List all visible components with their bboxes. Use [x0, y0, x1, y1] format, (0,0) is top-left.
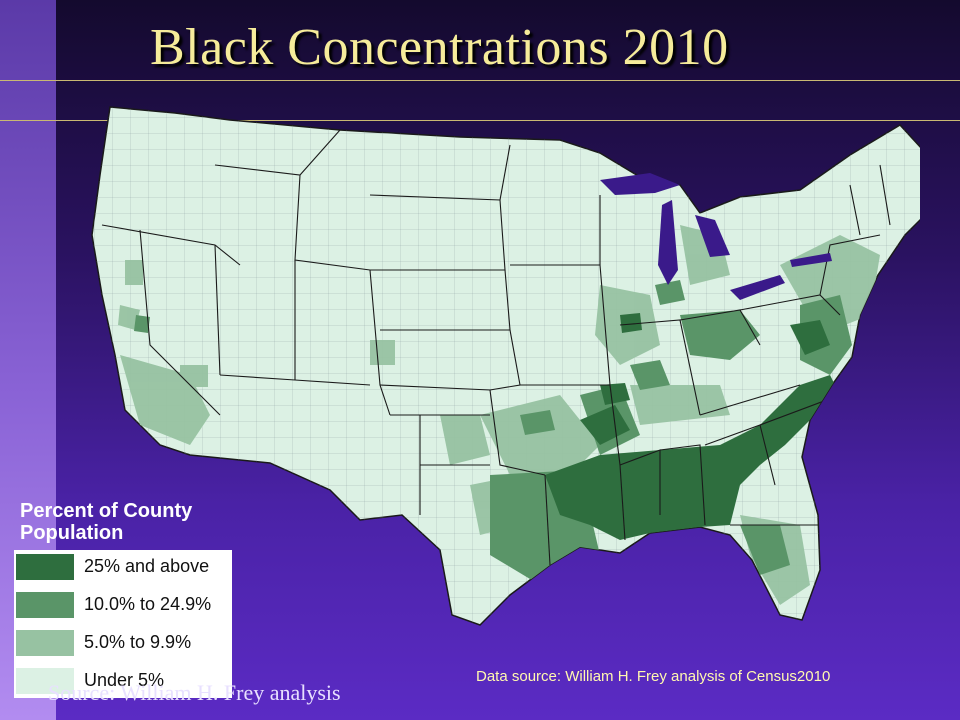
legend-swatch: [16, 630, 74, 656]
legend-item: Under 5%: [16, 666, 230, 696]
legend-label: Under 5%: [84, 670, 165, 690]
legend-swatch: [16, 554, 74, 580]
us-county-map: [91, 106, 920, 626]
great-lakes: [600, 173, 832, 300]
legend-label: 5.0% to 9.9%: [84, 632, 192, 652]
title-rule-bottom: [0, 120, 960, 121]
band-25-and-above: [545, 313, 840, 540]
source-note: Source: William H. Frey analysis: [48, 680, 341, 705]
data-source-note: Data source: William H. Frey analysis of…: [476, 668, 831, 685]
legend-title: Percent of County Population: [20, 500, 193, 544]
slide-title: Black Concentrations 2010: [150, 19, 729, 76]
legend: 25% and above 10.0% to 24.9% 5.0% to 9.9…: [14, 550, 232, 698]
legend-label: 25% and above: [84, 556, 210, 576]
legend-label: 10.0% to 24.9%: [84, 594, 212, 614]
legend-item: 25% and above: [16, 552, 230, 582]
legend-swatch: [16, 668, 74, 694]
state-borders: [101, 129, 891, 566]
legend-swatch: [16, 592, 74, 618]
title-rule-top: [0, 80, 960, 81]
legend-item: 10.0% to 24.9%: [16, 590, 230, 620]
legend-item: 5.0% to 9.9%: [16, 628, 230, 658]
